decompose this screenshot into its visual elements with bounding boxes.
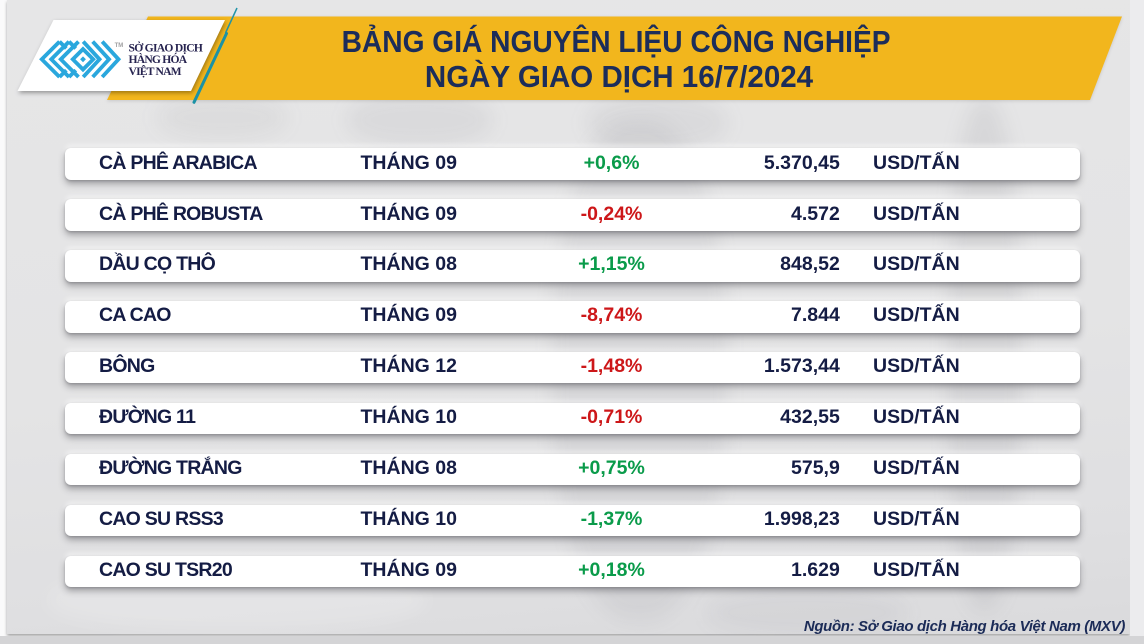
svg-text:VIỆT NAM: VIỆT NAM	[129, 64, 182, 78]
svg-text:TM: TM	[115, 43, 124, 49]
svg-text:SỞ GIAO DỊCH: SỞ GIAO DỊCH	[129, 40, 203, 54]
svg-text:HÀNG HÓA: HÀNG HÓA	[129, 52, 188, 66]
